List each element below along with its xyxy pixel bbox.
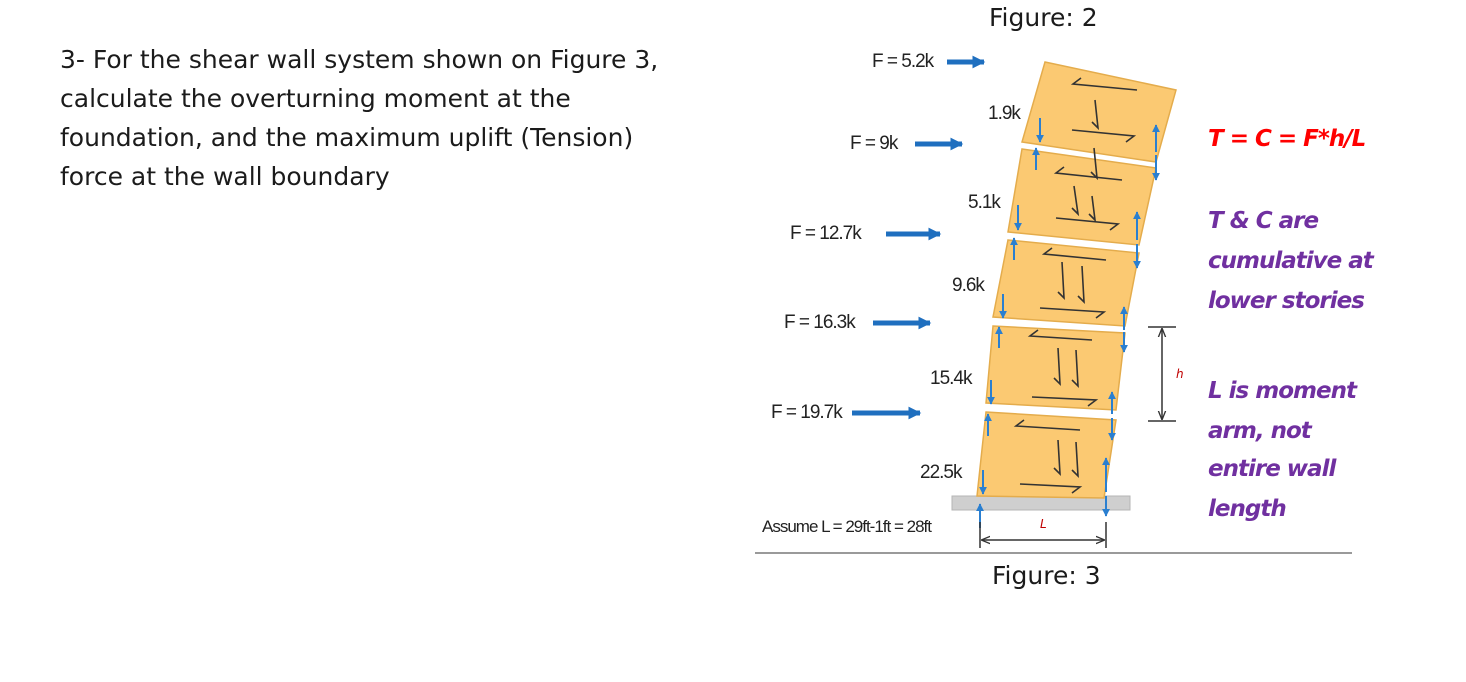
- shear-indicator: [1091, 99, 1100, 131]
- problem-statement: 3- For the shear wall system shown on Fi…: [60, 40, 700, 196]
- note-line: entire wall: [1208, 456, 1337, 482]
- length-dimension: [979, 522, 1107, 548]
- note-line: length: [1208, 496, 1286, 522]
- shear-indicator: [1041, 247, 1107, 261]
- story-shear-label: 5.1k: [968, 192, 1001, 213]
- shear-indicator: [1039, 307, 1107, 319]
- note-tension-compression: T = C = F*h/L: [1208, 126, 1366, 152]
- problem-line: foundation, and the maximum uplift (Tens…: [60, 123, 634, 152]
- wall-panel-2: [985, 325, 1126, 411]
- applied-force-arrows: [852, 55, 986, 420]
- problem-line: calculate the overturning moment at the: [60, 84, 571, 113]
- shear-indicator: [1071, 441, 1079, 479]
- shear-indicator: [1019, 483, 1083, 494]
- shear-indicator: [1090, 147, 1099, 181]
- wall-panels: [976, 61, 1177, 499]
- note-line: arm, not: [1208, 418, 1313, 444]
- note-line: L is moment: [1208, 378, 1358, 404]
- note-moment-arm: L is moment arm, not entire wall length: [1208, 378, 1359, 522]
- shear-indicator: [1070, 77, 1138, 91]
- boundary-force-arrows: [976, 118, 1160, 528]
- shear-indicator: [1053, 439, 1061, 477]
- force-label: F = 12.7k: [790, 223, 862, 244]
- story-shear-label: 9.6k: [952, 275, 985, 296]
- height-dimension-label: h: [1176, 367, 1184, 381]
- caption-rule: [755, 552, 1352, 554]
- shear-indicator: [1055, 217, 1121, 231]
- shear-indicator: [1031, 396, 1099, 407]
- problem-line: 3- For the shear wall system shown on Fi…: [60, 45, 659, 74]
- shear-indicator: [1013, 419, 1081, 431]
- figure-2-caption: Figure: 2: [989, 3, 1098, 32]
- shear-indicators: [1013, 77, 1138, 494]
- note-cumulative: T & C are cumulative at lower stories: [1208, 208, 1376, 314]
- shear-indicator: [1077, 265, 1085, 305]
- shear-indicator: [1071, 185, 1080, 217]
- wall-panel-1: [976, 411, 1117, 499]
- height-dimension: [1148, 326, 1176, 422]
- problem-line: force at the wall boundary: [60, 162, 390, 191]
- story-shear-label: 1.9k: [988, 103, 1021, 124]
- figure-3-caption: Figure: 3: [992, 561, 1101, 590]
- story-shear-label: 22.5k: [920, 462, 963, 483]
- shear-indicator: [1088, 195, 1097, 223]
- shear-indicator: [1071, 349, 1079, 389]
- note-line: T & C are: [1208, 208, 1319, 234]
- note-line: cumulative at: [1208, 248, 1375, 274]
- shear-indicator: [1053, 347, 1061, 387]
- wall-panel-5: [1021, 61, 1177, 163]
- length-dimension-label: L: [1040, 517, 1047, 531]
- wall-panel-4: [1007, 148, 1157, 246]
- story-shear-label: 15.4k: [930, 368, 973, 389]
- shear-indicator: [1053, 166, 1123, 181]
- force-label: F = 9k: [850, 133, 899, 154]
- note-line: lower stories: [1208, 288, 1364, 314]
- shear-indicator: [1071, 129, 1137, 143]
- shear-indicator: [1027, 329, 1093, 341]
- force-label: F = 19.7k: [771, 402, 843, 423]
- force-label: F = 5.2k: [872, 51, 935, 72]
- force-label: F = 16.3k: [784, 312, 856, 333]
- shear-indicator: [1057, 261, 1065, 301]
- assumption-label: Assume L = 29ft-1ft = 28ft: [762, 517, 932, 536]
